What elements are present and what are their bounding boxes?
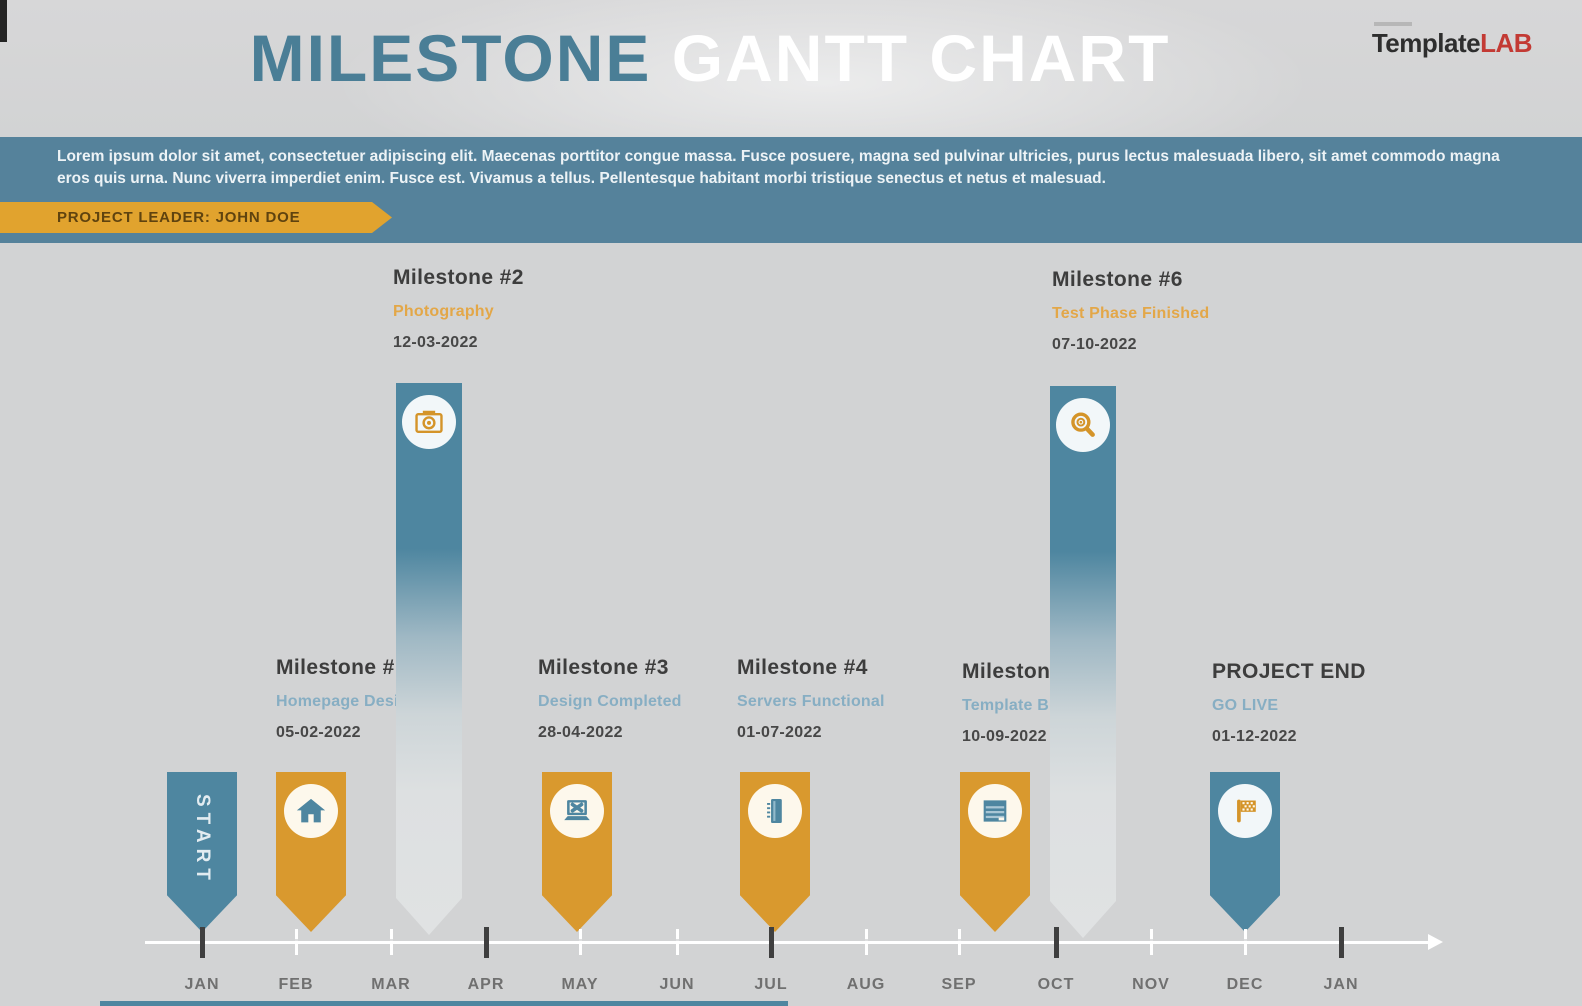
milestone-date: 01-07-2022 bbox=[737, 724, 822, 741]
milestone-1-marker bbox=[276, 772, 346, 932]
server-icon bbox=[748, 784, 802, 838]
camera-icon bbox=[402, 395, 456, 449]
templatelab-logo: TemplateLAB bbox=[1372, 22, 1532, 59]
month-label: JAN bbox=[1323, 976, 1359, 993]
milestone-name: Milestone #4 bbox=[737, 656, 868, 679]
month-label: OCT bbox=[1037, 976, 1075, 993]
month-label: JAN bbox=[184, 976, 220, 993]
tick-jan bbox=[200, 927, 205, 958]
milestone-name: Milestone #3 bbox=[538, 656, 669, 679]
tick-aug bbox=[865, 929, 868, 955]
milestone-2-marker bbox=[396, 383, 462, 935]
logo-lab-text: LAB bbox=[1480, 28, 1532, 58]
milestone-subtitle: Homepage Designed bbox=[276, 693, 438, 710]
tick-may bbox=[579, 929, 582, 955]
header-band: MILESTONE GANTT CHART TemplateLAB bbox=[0, 0, 1582, 137]
logo-template-text: Template bbox=[1371, 28, 1481, 58]
start-marker: START bbox=[167, 772, 237, 932]
tick-apr bbox=[484, 927, 489, 958]
month-label: FEB bbox=[278, 976, 314, 993]
milestone-name: Milestone #6 bbox=[1052, 268, 1183, 291]
milestone-3-labels: Milestone #3 Design Completed 28-04-2022 bbox=[538, 656, 768, 742]
logo-tagline-mark bbox=[1373, 22, 1412, 26]
month-label: JUL bbox=[754, 976, 788, 993]
milestone-date: 07-10-2022 bbox=[1052, 336, 1137, 353]
project-leader-label: PROJECT LEADER: JOHN DOE bbox=[57, 209, 301, 226]
flag-icon bbox=[1218, 784, 1272, 838]
milestone-date: 12-03-2022 bbox=[393, 334, 478, 351]
month-label: MAY bbox=[561, 976, 599, 993]
month-label: JUN bbox=[659, 976, 695, 993]
month-label: SEP bbox=[941, 976, 977, 993]
milestone-4-labels: Milestone #4 Servers Functional 01-07-20… bbox=[737, 656, 967, 742]
milestone-name: Milestone #2 bbox=[393, 266, 524, 289]
corner-mark bbox=[0, 0, 7, 42]
page-title-rest: GANTT CHART bbox=[671, 21, 1171, 95]
milestone-3-marker bbox=[542, 772, 612, 932]
milestone-2-labels: Milestone #2 Photography 12-03-2022 bbox=[393, 266, 623, 352]
magnifier-icon bbox=[1056, 398, 1110, 452]
browser-icon bbox=[968, 784, 1022, 838]
milestone-5-marker bbox=[960, 772, 1030, 932]
milestone-date: 10-09-2022 bbox=[962, 728, 1047, 745]
home-icon bbox=[284, 784, 338, 838]
month-label: APR bbox=[467, 976, 505, 993]
tick-nov bbox=[1150, 929, 1153, 955]
milestone-1-labels: Milestone #1 Homepage Designed 05-02-202… bbox=[276, 656, 506, 742]
project-end-marker bbox=[1210, 772, 1280, 932]
tick-dec bbox=[1244, 929, 1247, 955]
intro-bar: Lorem ipsum dolor sit amet, consectetuer… bbox=[0, 137, 1582, 243]
start-label: START bbox=[192, 794, 213, 886]
tick-feb bbox=[295, 929, 298, 955]
milestone-subtitle: Template Built bbox=[962, 697, 1074, 714]
tick-mar bbox=[390, 929, 393, 955]
project-end-labels: PROJECT END GO LIVE 01-12-2022 bbox=[1212, 660, 1442, 746]
milestone-6-labels: Milestone #6 Test Phase Finished 07-10-2… bbox=[1052, 268, 1282, 354]
page-title-accent: MILESTONE bbox=[249, 21, 652, 95]
milestone-date: 01-12-2022 bbox=[1212, 728, 1297, 745]
milestone-subtitle: GO LIVE bbox=[1212, 697, 1279, 714]
milestone-subtitle: Design Completed bbox=[538, 693, 682, 710]
milestone-subtitle: Photography bbox=[393, 303, 494, 320]
milestone-subtitle: Servers Functional bbox=[737, 693, 885, 710]
milestone-date: 05-02-2022 bbox=[276, 724, 361, 741]
tick-jun bbox=[676, 929, 679, 955]
milestone-4-marker bbox=[740, 772, 810, 932]
tick-oct bbox=[1054, 927, 1059, 958]
page-title: MILESTONE GANTT CHART bbox=[0, 20, 1420, 96]
tick-jul bbox=[769, 927, 774, 958]
month-label: AUG bbox=[846, 976, 886, 993]
timeline-axis bbox=[145, 941, 1430, 944]
month-label: MAR bbox=[371, 976, 411, 993]
laptop-icon bbox=[550, 784, 604, 838]
timeline-arrow-icon bbox=[1428, 934, 1443, 950]
intro-paragraph: Lorem ipsum dolor sit amet, consectetuer… bbox=[57, 148, 1500, 187]
tick-jan-end bbox=[1339, 927, 1344, 958]
milestone-date: 28-04-2022 bbox=[538, 724, 623, 741]
project-leader-ribbon: PROJECT LEADER: JOHN DOE bbox=[0, 202, 392, 233]
month-label: NOV bbox=[1132, 976, 1170, 993]
milestone-subtitle: Test Phase Finished bbox=[1052, 305, 1210, 322]
bottom-section-edge bbox=[100, 1001, 788, 1006]
month-label: DEC bbox=[1226, 976, 1264, 993]
milestone-name: Milestone #1 bbox=[276, 656, 407, 679]
milestone-6-marker bbox=[1050, 386, 1116, 938]
milestone-name: PROJECT END bbox=[1212, 660, 1366, 683]
tick-sep bbox=[958, 929, 961, 955]
